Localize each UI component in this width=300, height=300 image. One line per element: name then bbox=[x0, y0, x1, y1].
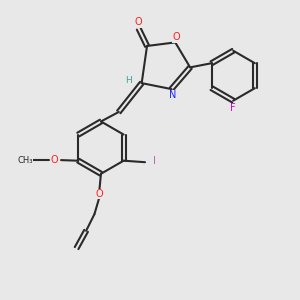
Text: O: O bbox=[134, 17, 142, 27]
Text: F: F bbox=[230, 103, 236, 113]
Text: O: O bbox=[173, 32, 181, 42]
Text: CH₃: CH₃ bbox=[17, 156, 33, 165]
Text: N: N bbox=[169, 90, 177, 100]
Text: O: O bbox=[51, 155, 58, 165]
Text: O: O bbox=[96, 189, 103, 199]
Text: I: I bbox=[153, 156, 156, 166]
Text: H: H bbox=[125, 76, 132, 85]
